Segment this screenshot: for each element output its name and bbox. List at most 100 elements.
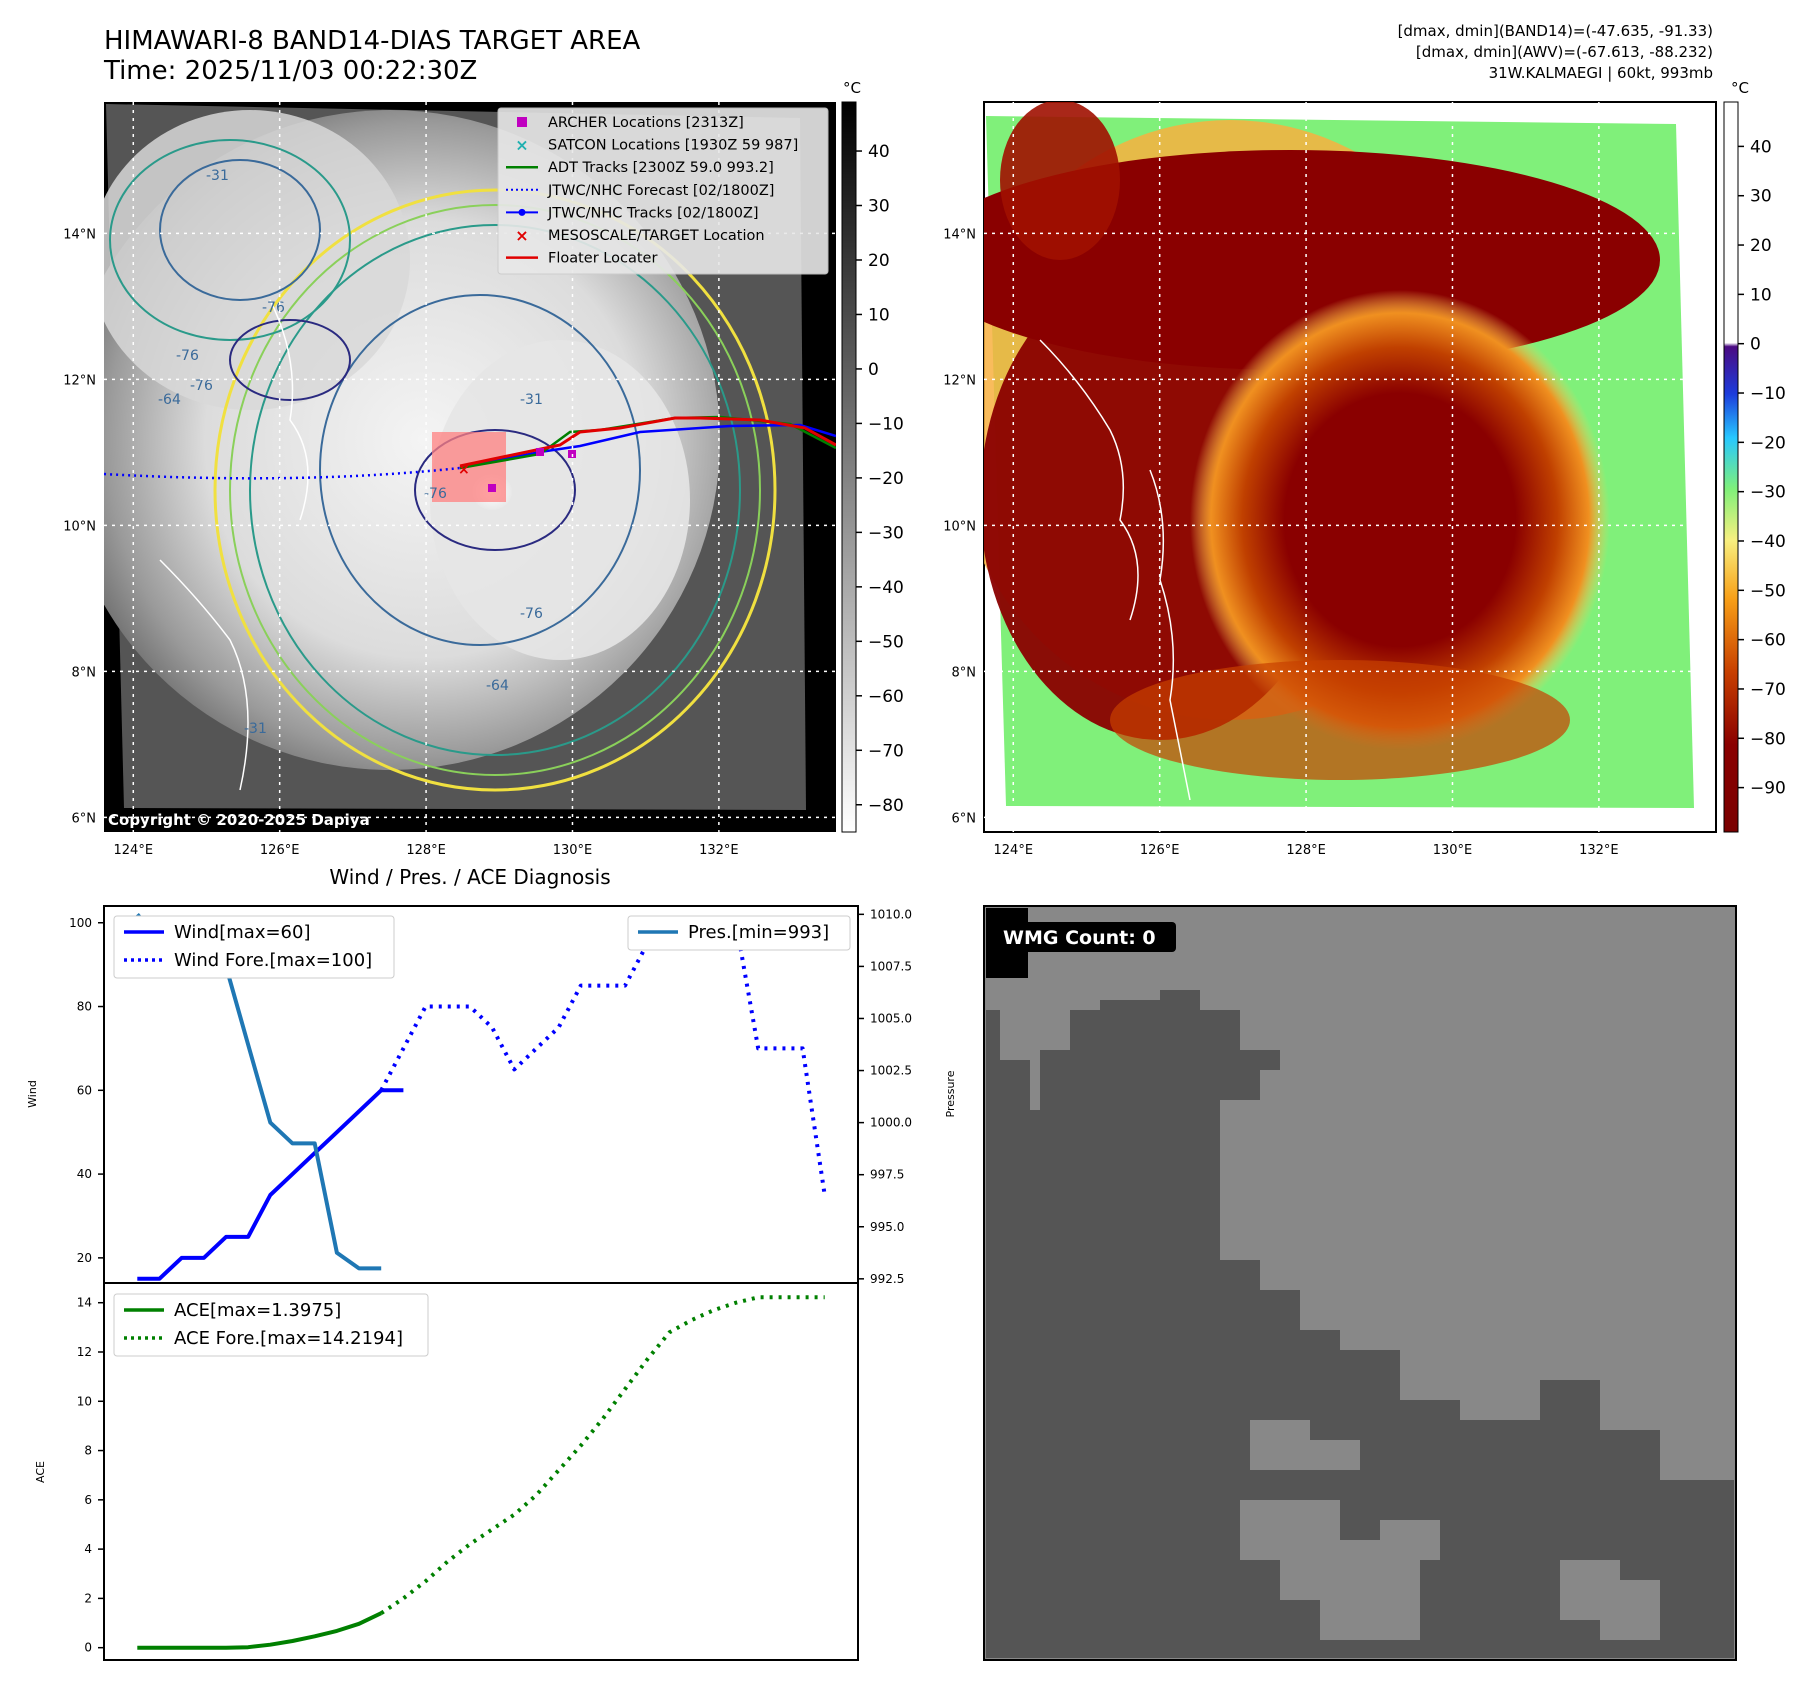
ir-legend: ARCHER Locations [2313Z] × SATCON Location… bbox=[497, 107, 829, 275]
colorbar-tick-label: −70 bbox=[1750, 680, 1786, 700]
y2-tick-label: 1005.0 bbox=[870, 1011, 912, 1025]
y-tick-label: 10 bbox=[77, 1394, 92, 1408]
lon-tick-label: 126°E bbox=[260, 843, 300, 858]
awv-colorbar-unit: °C bbox=[1731, 79, 1749, 97]
contour-blue bbox=[319, 294, 641, 646]
contour-label: -31 bbox=[520, 392, 543, 408]
lat-tick-label: 10°N bbox=[63, 519, 96, 534]
legend-label: SATCON Locations [1930Z 59 987] bbox=[548, 138, 798, 154]
ir-colorbar-gradient bbox=[841, 101, 857, 833]
wmg-count-label: WMG Count: 0 bbox=[1003, 927, 1156, 949]
wind-legend: Wind[max=60] Wind Fore.[max=100] bbox=[113, 915, 395, 979]
contour-navy bbox=[414, 429, 576, 551]
wind-legend-label: Wind[max=60] bbox=[174, 922, 311, 943]
contour-labels: -31 -76 -64 -76 -76 -76 -64 -31 -31 -76 bbox=[158, 168, 543, 737]
lon-tick-label: 130°E bbox=[1433, 843, 1473, 858]
contour-label: -76 bbox=[176, 348, 199, 364]
legend-label: JTWC/NHC Forecast [02/1800Z] bbox=[547, 183, 774, 199]
colorbar-tick-label: −40 bbox=[1750, 532, 1786, 552]
colorbar-tick-label: −90 bbox=[1750, 779, 1786, 799]
pressure-axis-label: Pressure bbox=[944, 1070, 957, 1117]
ir-map: × -31 -76 -64 -76 -76 -76 -64 -31 -31 -7… bbox=[104, 102, 836, 832]
ir-colorbar: °C 40 30 20 10 0 −10 −20 −30 −40 −50 −60 −70 −80 bbox=[841, 79, 904, 833]
coastline-west bbox=[159, 559, 249, 791]
lon-tick-label: 124°E bbox=[114, 843, 154, 858]
wmg-count-badge bbox=[994, 922, 1176, 952]
colorbar-tick-label: −80 bbox=[868, 796, 904, 816]
colorbar-tick-label: 40 bbox=[1750, 137, 1772, 157]
ace-fore-legend-label: ACE Fore.[max=14.2194] bbox=[174, 1328, 403, 1349]
legend-label: MESOSCALE/TARGET Location bbox=[548, 228, 765, 244]
colorbar-tick-label: 0 bbox=[868, 360, 879, 380]
wmg-dark-region bbox=[986, 990, 1734, 1658]
wind-legend-box bbox=[113, 915, 395, 979]
colorbar-tick-label: −50 bbox=[1750, 581, 1786, 601]
archer-marker bbox=[536, 448, 544, 456]
contour-label: -76 bbox=[262, 300, 285, 316]
lon-tick-label: 130°E bbox=[553, 843, 593, 858]
contour-label: -76 bbox=[424, 486, 447, 502]
wmg-light-patch bbox=[1250, 1420, 1360, 1470]
colorbar-tick-label: −60 bbox=[868, 687, 904, 707]
colorbar-tick-label: 20 bbox=[868, 251, 890, 271]
y2-tick-label: 1007.5 bbox=[870, 959, 912, 973]
y-tick-label: 80 bbox=[77, 1000, 92, 1014]
wind-axis-label: Wind bbox=[26, 1080, 39, 1108]
contour-label: -76 bbox=[190, 378, 213, 394]
colorbar-tick-label: −30 bbox=[1750, 483, 1786, 503]
lon-tick-label: 132°E bbox=[1579, 843, 1619, 858]
colorbar-tick-label: −70 bbox=[868, 741, 904, 761]
pressure-legend-label: Pres.[min=993] bbox=[688, 922, 829, 943]
contour-label: -31 bbox=[244, 721, 267, 737]
legend-marker-dot bbox=[518, 208, 526, 216]
ir-colorbar-unit: °C bbox=[843, 79, 861, 97]
floater-track bbox=[459, 416, 836, 468]
wind-fore-legend-label: Wind Fore.[max=100] bbox=[174, 950, 372, 971]
lon-tick-label: 128°E bbox=[1286, 843, 1326, 858]
y2-tick-label: 1002.5 bbox=[870, 1064, 912, 1078]
diagnosis-title: Wind / Pres. / ACE Diagnosis bbox=[329, 865, 610, 889]
colorbar-tick-label: 0 bbox=[1750, 335, 1761, 355]
y-tick-label: 2 bbox=[84, 1591, 92, 1605]
colorbar-tick-label: 20 bbox=[1750, 236, 1772, 256]
y-tick-label: 8 bbox=[84, 1444, 92, 1458]
legend-label: ARCHER Locations [2313Z] bbox=[548, 115, 744, 131]
y2-tick-label: 1000.0 bbox=[870, 1116, 912, 1130]
colorbar-tick-label: −30 bbox=[868, 523, 904, 543]
ace-legend-box bbox=[113, 1293, 429, 1357]
lon-tick-label: 128°E bbox=[406, 843, 446, 858]
colorbar-tick-label: −40 bbox=[868, 578, 904, 598]
y-tick-label: 4 bbox=[84, 1542, 92, 1556]
contour-label: -64 bbox=[486, 678, 509, 694]
awv-gridlines bbox=[984, 102, 1716, 832]
wmg-light-patch bbox=[1560, 1560, 1660, 1640]
lat-tick-label: 12°N bbox=[943, 373, 976, 388]
y2-tick-label: 1010.0 bbox=[870, 907, 912, 921]
colorbar-tick-label: 40 bbox=[868, 142, 890, 162]
awv-south-band bbox=[1110, 660, 1570, 780]
colorbar-tick-label: −50 bbox=[868, 632, 904, 652]
awv-colorbar: °C 40 30 20 10 0 −10 −20 −30 −40 −50 −60 −70 −80 −90 bbox=[1723, 79, 1786, 833]
lat-tick-label: 6°N bbox=[952, 811, 977, 826]
pressure-legend-box bbox=[627, 915, 851, 951]
contour-teal bbox=[249, 224, 741, 756]
contour-green bbox=[229, 204, 761, 776]
lat-tick-label: 8°N bbox=[72, 665, 97, 680]
info-line1: [dmax, dmin](BAND14)=(-47.635, -91.33) bbox=[1397, 22, 1713, 40]
awv-coastline bbox=[1039, 339, 1139, 621]
y2-tick-label: 997.5 bbox=[870, 1168, 904, 1182]
ace-series-line bbox=[137, 1611, 383, 1650]
contour-label: -76 bbox=[520, 606, 543, 622]
pressure-legend: Pres.[min=993] bbox=[627, 915, 851, 951]
copyright-text: Copyright © 2020-2025 Dapiya bbox=[108, 811, 370, 829]
colorbar-tick-label: 30 bbox=[868, 197, 890, 217]
colorbar-tick-label: 30 bbox=[1750, 187, 1772, 207]
awv-storm-core bbox=[1190, 290, 1610, 750]
legend-marker bbox=[517, 117, 527, 127]
y-tick-label: 100 bbox=[69, 916, 92, 930]
lat-tick-label: 10°N bbox=[943, 519, 976, 534]
colorbar-tick-label: −10 bbox=[1750, 384, 1786, 404]
awv-map bbox=[983, 101, 1717, 833]
awv-nw-patch bbox=[1000, 102, 1120, 260]
awv-colorbar-gradient bbox=[1723, 101, 1739, 833]
